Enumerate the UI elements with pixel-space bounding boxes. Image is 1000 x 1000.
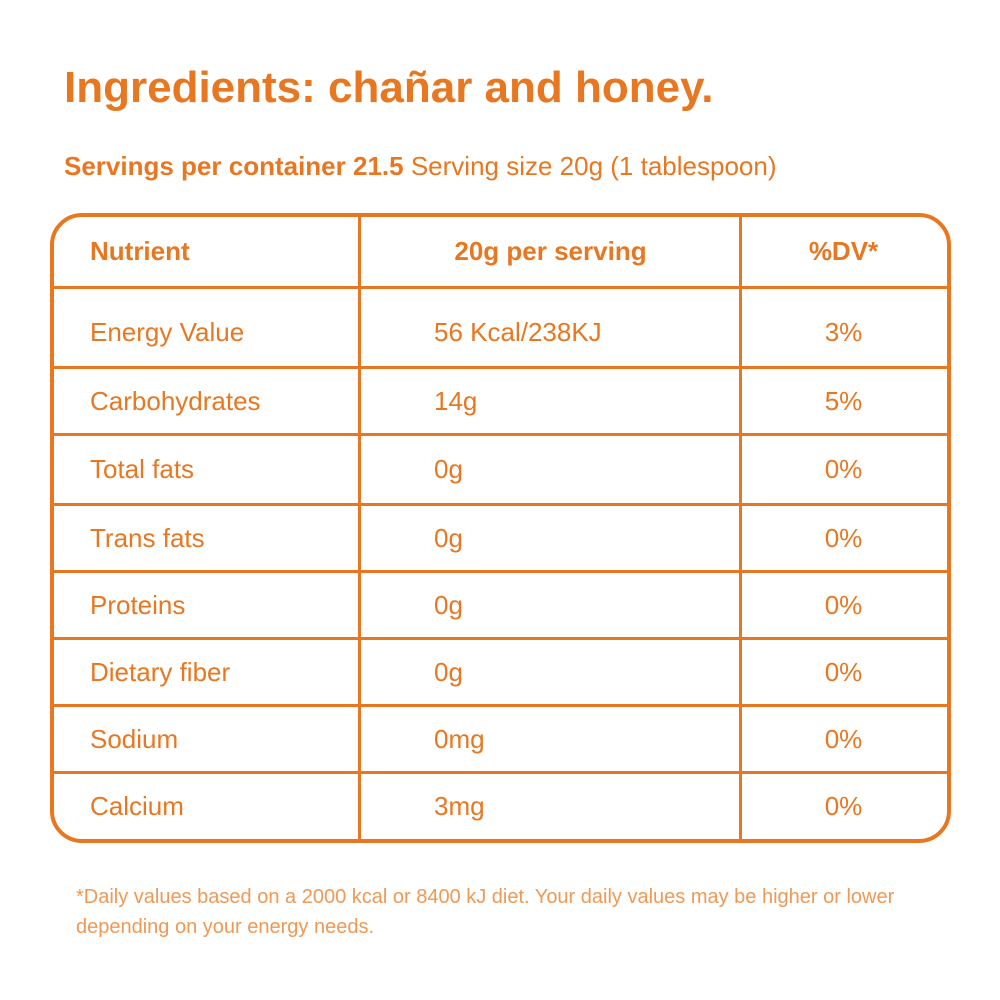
- column-divider: [739, 217, 742, 839]
- nutrient-amount: 56 Kcal/238KJ: [434, 317, 602, 347]
- servings-line: Servings per container 21.5 Serving size…: [64, 148, 777, 184]
- footnote: *Daily values based on a 2000 kcal or 84…: [76, 886, 895, 938]
- table-row: Energy Value 56 Kcal/238KJ 3%: [54, 289, 947, 369]
- table-row: Dietary fiber 0g 0%: [54, 640, 947, 707]
- table-row: Calcium 3mg 0%: [54, 774, 947, 839]
- nutrient-dv: 0%: [824, 656, 863, 687]
- nutrient-name: Energy Value: [90, 317, 245, 347]
- table-row: Total fats 0g 0%: [54, 436, 947, 506]
- nutrient-dv: 0%: [824, 723, 863, 754]
- serving-size: Serving size 20g (1 tablespoon): [410, 151, 777, 181]
- nutrient-name: Carbohydrates: [90, 385, 261, 416]
- table-row: Proteins 0g 0%: [54, 573, 947, 640]
- nutrient-dv: 0%: [824, 522, 863, 553]
- nutrient-dv: 0%: [824, 454, 863, 484]
- nutrient-amount: 0mg: [434, 723, 485, 754]
- nutrient-amount: 0g: [434, 454, 463, 484]
- header-dv: %DV*: [808, 236, 879, 266]
- nutrient-amount: 0g: [434, 589, 463, 620]
- nutrient-amount: 0g: [434, 522, 463, 553]
- nutrient-name: Trans fats: [90, 522, 205, 553]
- nutrient-dv: 5%: [824, 385, 863, 416]
- nutrient-amount: 0g: [434, 656, 463, 687]
- nutrient-dv: 0%: [824, 589, 863, 620]
- nutrient-name: Proteins: [90, 589, 186, 620]
- table-row: Trans fats 0g 0%: [54, 506, 947, 573]
- nutrient-name: Calcium: [90, 791, 184, 821]
- nutrient-name: Total fats: [90, 454, 195, 484]
- table-header-row: Nutrient 20g per serving %DV*: [54, 217, 947, 289]
- column-divider: [358, 217, 361, 839]
- header-nutrient: Nutrient: [90, 236, 190, 266]
- nutrient-name: Dietary fiber: [90, 656, 231, 687]
- nutrient-amount: 14g: [434, 385, 478, 416]
- nutrition-table: Nutrient 20g per serving %DV* Energy Val…: [50, 213, 951, 843]
- page-title: Ingredients: chañar and honey.: [64, 63, 714, 112]
- nutrient-name: Sodium: [90, 723, 179, 754]
- table-row: Sodium 0mg 0%: [54, 707, 947, 774]
- header-per-serving: 20g per serving: [454, 236, 647, 266]
- nutrient-dv: 3%: [824, 317, 863, 347]
- table-row: Carbohydrates 14g 5%: [54, 369, 947, 436]
- nutrient-amount: 3mg: [434, 791, 485, 821]
- nutrient-dv: 0%: [824, 791, 863, 821]
- servings-per-container: Servings per container 21.5: [64, 151, 404, 181]
